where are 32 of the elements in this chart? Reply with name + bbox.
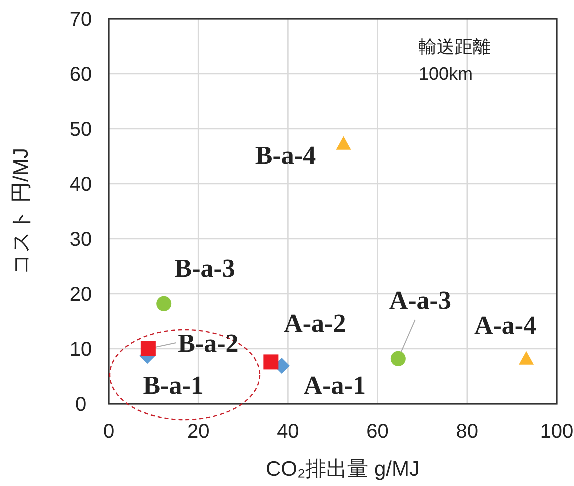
y-tick-label: 50 (70, 119, 92, 141)
x-tick-label: 40 (277, 421, 300, 443)
annotation: A-a-3 (389, 286, 452, 315)
point (140, 342, 156, 356)
annotation: B-a-4 (255, 140, 316, 170)
annotation: A-a-2 (284, 309, 346, 338)
point (264, 354, 279, 370)
y-tick-label: 0 (75, 394, 87, 416)
x-tick-label: 60 (366, 421, 389, 443)
annotation: A-a-1 (304, 371, 366, 400)
annotation: B-a-3 (174, 254, 236, 283)
point (519, 351, 534, 365)
annotation: 輸送距離 (419, 37, 491, 57)
x-tick-label: 0 (103, 421, 115, 443)
y-tick-label: 10 (70, 339, 92, 361)
y-axis-title: コスト 円/MJ (10, 148, 33, 275)
y-tick-label: 30 (70, 229, 92, 251)
annotation: B-a-2 (178, 329, 239, 358)
point (336, 136, 352, 150)
point (390, 351, 406, 366)
y-tick-label: 70 (70, 9, 92, 31)
point (156, 296, 172, 312)
annotation: 100km (419, 64, 474, 84)
y-tick-label: 60 (70, 64, 92, 86)
x-axis-title: CO₂排出量 g/MJ (266, 458, 420, 481)
annotation: B-a-1 (143, 371, 204, 400)
x-tick-label: 80 (456, 421, 479, 443)
x-tick-label: 20 (187, 421, 210, 443)
y-tick-label: 40 (70, 174, 92, 196)
x-tick-label: 100 (540, 421, 574, 443)
y-tick-label: 20 (70, 284, 92, 306)
annotation: A-a-4 (474, 310, 537, 340)
